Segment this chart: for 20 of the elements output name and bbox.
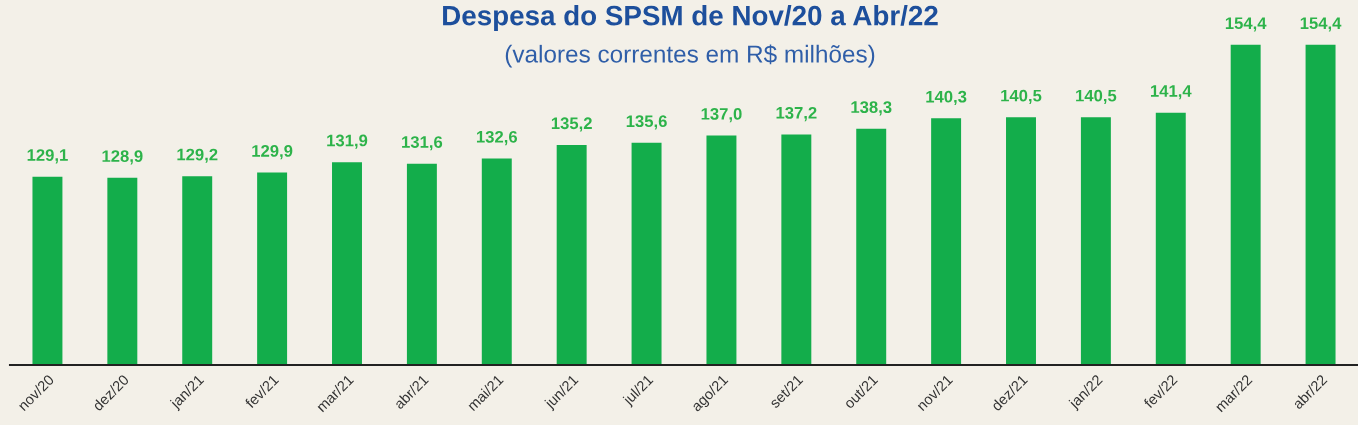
data-label: 129,1 [27, 149, 68, 164]
chart-title: Despesa do SPSM de Nov/20 a Abr/22 [443, 5, 938, 31]
data-label: 129,2 [177, 148, 218, 163]
text: (valores correntes em R$ milhões) [505, 44, 875, 68]
data-label: 140,5 [1076, 89, 1117, 104]
data-label: 141,4 [1150, 85, 1192, 100]
data-label: 137,2 [776, 106, 817, 122]
data-label: 138,3 [851, 101, 892, 116]
data-label: 131,9 [327, 134, 368, 149]
data-label: 135,2 [551, 117, 592, 132]
data-label: 137,0 [701, 107, 742, 123]
data-label: 131,6 [402, 136, 443, 151]
data-label: 154,4 [1300, 17, 1342, 32]
data-label: 128,9 [102, 150, 143, 165]
data-label: 140,5 [1001, 89, 1042, 104]
data-label: 140,3 [926, 90, 967, 105]
data-label: 129,9 [252, 145, 293, 160]
data-label: 135,6 [626, 115, 667, 130]
data-label: 132,6 [476, 130, 518, 146]
data-label: 154,4 [1225, 17, 1267, 32]
